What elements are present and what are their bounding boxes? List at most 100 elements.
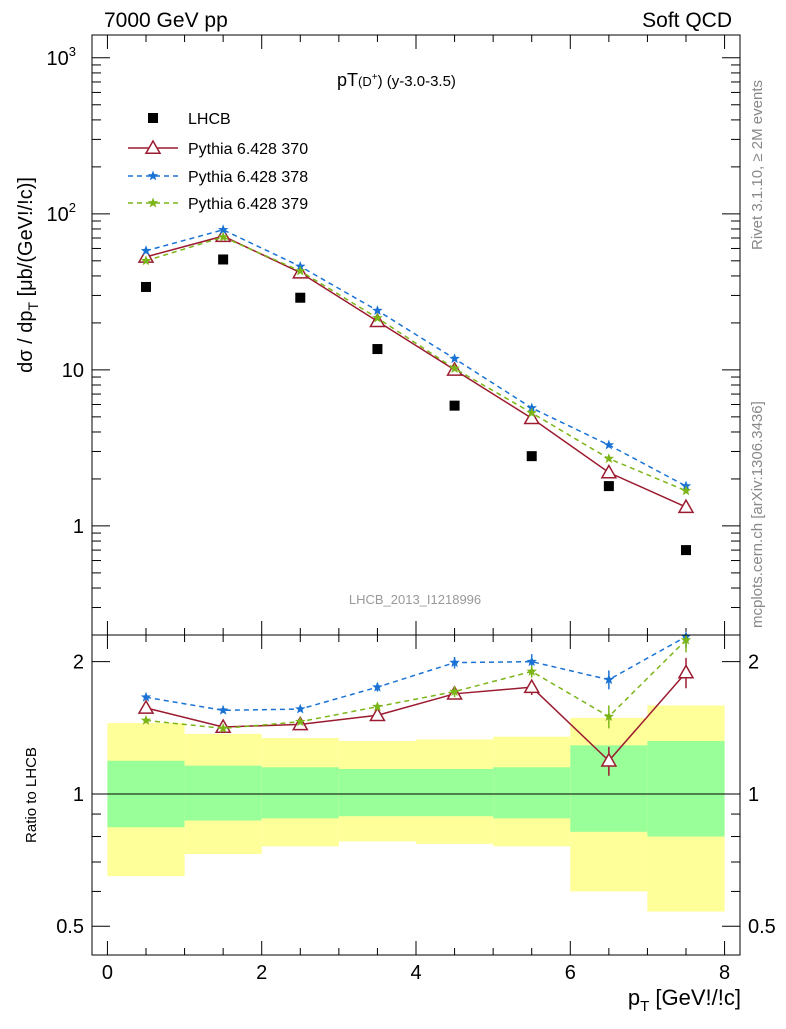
main-y-label-sub: T — [25, 302, 41, 311]
legend-entry: LHCB — [148, 111, 231, 128]
legend-entry: Pythia 6.428 370 — [128, 139, 308, 158]
data-point-star — [217, 722, 229, 733]
data-point-triangle — [600, 463, 618, 479]
data-point-star — [372, 312, 383, 323]
data-point-star — [603, 439, 615, 450]
data-point-star — [449, 657, 460, 668]
data-point-square — [148, 113, 158, 123]
data-point-star — [295, 265, 306, 276]
series-pythia-6-428-379 — [140, 231, 692, 496]
y-tick-label: 10 — [62, 360, 84, 382]
rivet-version-label: Rivet 3.1.10, ≥ 2M events — [749, 80, 766, 250]
data-point-star — [449, 353, 460, 364]
legend-entry: Pythia 6.428 378 — [128, 169, 308, 186]
legend: LHCB Pythia 6.428 370 Pythia 6.428 378 Pyth… — [128, 111, 308, 213]
x-label-tail: [GeV!/!c] — [649, 985, 741, 1010]
ratio-series-pythia-6-428-379 — [140, 634, 692, 733]
data-point-star — [295, 716, 306, 727]
data-point-triangle — [369, 706, 386, 722]
series-line — [145, 229, 687, 487]
data-point-triangle — [137, 699, 155, 714]
data-point-star — [147, 197, 159, 208]
legend-label: Pythia 6.428 378 — [188, 169, 308, 186]
data-point-star — [217, 224, 229, 235]
uncertainty-band-inner — [416, 768, 494, 817]
y-tick-label-base: 1 — [73, 516, 84, 538]
data-point-triangle — [523, 678, 541, 694]
x-tick-label: 4 — [410, 962, 421, 984]
data-point-star — [680, 485, 692, 496]
ratio-frame — [91, 634, 741, 956]
data-point-square — [526, 451, 537, 462]
mcplots-source-label: mcplots.cern.ch [arXiv:1306.3436] — [749, 401, 766, 628]
data-point-triangle — [369, 312, 386, 328]
data-point-star — [449, 686, 460, 696]
header-energy-label: 7000 GeV pp — [104, 9, 228, 32]
x-label-sub: T — [640, 998, 649, 1015]
ratio-y-tick-label-left: 0.5 — [56, 916, 84, 938]
ratio-series-group — [137, 631, 695, 776]
ratio-series-line — [145, 636, 687, 712]
plot-title-main: pT — [337, 70, 358, 90]
data-point-square — [681, 545, 691, 556]
data-point-triangle — [600, 752, 618, 767]
legend-label: Pythia 6.428 379 — [188, 196, 308, 213]
x-label-main: p — [628, 985, 640, 1010]
x-axis-label: pT [GeV!/!c] — [628, 985, 741, 1015]
ratio-panel: 0.5 0.5 1 1 2 2 0 2 4 6 8 Ratio to LHCB pT [GeV!/!… — [23, 631, 776, 1015]
data-point-star — [147, 170, 159, 181]
y-tick-label-exponent: 2 — [69, 200, 76, 215]
ratio-axis-ticks: 0.5 0.5 1 1 2 2 0 2 4 6 8 — [56, 635, 776, 984]
legend-entry: Pythia 6.428 379 — [128, 196, 308, 213]
plot-title: pT(D+) (y-3.0-3.5) — [337, 70, 456, 90]
ratio-y-axis-label: Ratio to LHCB — [23, 747, 40, 843]
y-tick-label-exponent: 3 — [69, 44, 76, 59]
data-point-square — [449, 400, 460, 411]
data-point-square — [603, 481, 614, 492]
data-point-star — [217, 231, 229, 242]
data-point-star — [372, 681, 383, 692]
uncertainty-band-inner — [184, 765, 262, 821]
data-point-triangle — [677, 663, 695, 679]
series-line — [145, 235, 687, 508]
data-point-star — [217, 704, 229, 715]
y-tick-label: 102 — [47, 200, 76, 226]
data-point-star — [680, 634, 692, 645]
legend-label: LHCB — [188, 111, 231, 128]
data-point-star — [372, 701, 383, 712]
data-point-star — [140, 255, 152, 266]
data-point-square — [141, 281, 151, 292]
data-point-star — [372, 305, 383, 315]
x-tick-label: 2 — [256, 962, 267, 984]
main-y-label-tail: [μb/(GeV!/!c)] — [15, 177, 37, 302]
data-point-star — [526, 656, 537, 667]
legend-label: Pythia 6.428 370 — [188, 141, 308, 158]
data-point-star — [603, 711, 615, 721]
data-point-square — [372, 344, 383, 355]
data-point-star — [603, 453, 615, 464]
x-tick-label: 6 — [565, 962, 576, 984]
ratio-series-line — [145, 639, 687, 730]
x-tick-label: 8 — [719, 962, 730, 984]
ratio-uncertainty-bands — [92, 705, 740, 912]
uncertainty-band-inner — [338, 768, 416, 817]
ratio-y-tick-label-right: 0.5 — [748, 916, 776, 938]
data-point-star — [140, 245, 152, 256]
data-point-triangle — [523, 409, 541, 425]
y-tick-label-base: 10 — [62, 360, 84, 382]
data-point-star — [449, 363, 460, 373]
plot-title-sub: (D — [358, 74, 372, 89]
data-point-star — [603, 674, 615, 685]
series-lhcb — [141, 254, 691, 556]
ratio-y-tick-label-left: 2 — [73, 652, 84, 674]
ratio-y-tick-label-left: 1 — [73, 784, 84, 806]
ratio-y-tick-label-right: 2 — [748, 652, 759, 674]
data-point-star — [526, 666, 537, 676]
main-series-group — [137, 224, 695, 556]
y-tick-label-base: 10 — [47, 204, 69, 226]
uncertainty-band-inner — [493, 767, 571, 819]
data-point-triangle — [144, 139, 162, 154]
